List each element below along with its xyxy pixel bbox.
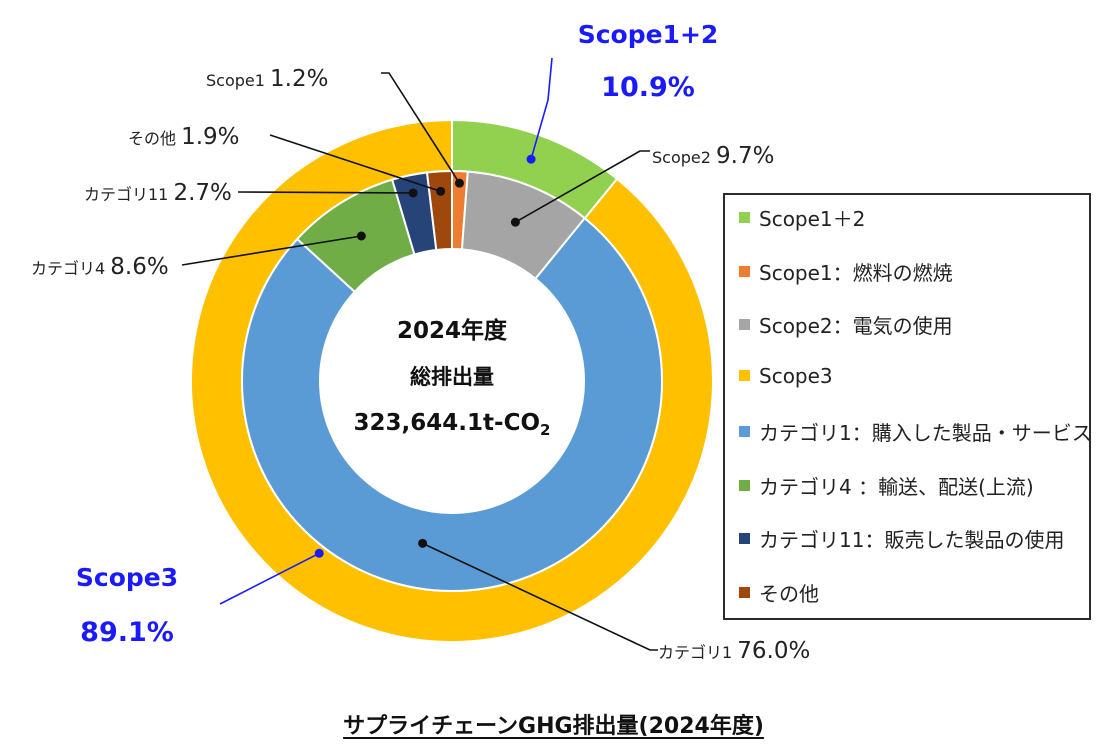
callout-scope2-name: Scope2 — [652, 148, 711, 167]
other-leader-dot — [436, 186, 446, 196]
leader-lines — [181, 57, 658, 651]
legend: Scope1＋2 Scope1：燃料の燃焼 Scope2：電気の使用 Scope3 カテ… — [723, 193, 1092, 620]
scope12-leader-dot — [526, 154, 536, 164]
legend-label: カテゴリ4 ：輸送、配送(上流) — [759, 474, 1034, 499]
legend-swatch — [739, 586, 750, 598]
callout-scope3-name: Scope3 — [76, 563, 178, 592]
scope3-leader-line — [219, 552, 320, 605]
callout-cat11-pct: 2.7% — [173, 180, 231, 206]
legend-item-7: カテゴリ11：販売した製品の使用 — [739, 524, 1064, 553]
scope1-leader-dot — [454, 178, 464, 188]
callout-cat4-pct: 8.6% — [110, 254, 168, 280]
legend-label: Scope1：燃料の燃焼 — [759, 260, 953, 285]
donut-hole — [320, 249, 584, 513]
legend-item-5: カテゴリ1：購入した製品・サービス — [739, 417, 1092, 446]
legend-swatch — [739, 426, 750, 437]
cat4-leader-dot — [356, 231, 366, 241]
callout-other: その他 1.9% — [128, 124, 240, 150]
legend-label: Scope1＋2 — [759, 207, 866, 231]
cat1-leader-line — [422, 542, 658, 651]
scope12-leader-line — [530, 57, 553, 160]
callout-other-name: その他 — [128, 129, 176, 148]
cat11-leader-line — [237, 191, 414, 194]
callout-scope2: Scope2 9.7% — [652, 143, 774, 169]
callout-cat1-name: カテゴリ1 — [658, 643, 732, 662]
center-total-value: 323,644.1t-CO — [354, 410, 540, 436]
legend-label: カテゴリ1：購入した製品・サービス — [759, 421, 1092, 445]
callout-scope1-pct: 1.2% — [270, 66, 328, 92]
callout-scope1-name: Scope1 — [206, 71, 265, 90]
callout-scope1: Scope1 1.2% — [206, 66, 328, 92]
center-year: 2024年度 — [397, 317, 508, 344]
legend-swatch — [739, 479, 750, 491]
callout-scope12-pct: 10.9% — [601, 72, 695, 103]
legend-swatch — [739, 212, 750, 223]
callout-cat11-name: カテゴリ11 — [84, 185, 168, 204]
callout-cat11: カテゴリ11 2.7% — [84, 180, 232, 206]
callout-cat4-name: カテゴリ4 — [31, 259, 105, 278]
other-leader-line — [269, 134, 441, 193]
legend-label: Scope3 — [759, 363, 833, 388]
legend-item-8: その他 — [739, 578, 819, 607]
legend-swatch — [739, 265, 750, 277]
callout-cat1: カテゴリ1 76.0% — [658, 638, 810, 664]
center-total: 323,644.1t-CO2 — [354, 410, 551, 439]
callout-cat4: カテゴリ4 8.6% — [31, 254, 169, 280]
chart-title-text: サプライチェーンGHG排出量(2024年度) — [343, 714, 764, 739]
legend-label: カテゴリ11：販売した製品の使用 — [759, 528, 1065, 552]
center-caption: 総排出量 — [410, 365, 494, 389]
chart-title: サプライチェーンGHG排出量(2024年度) — [0, 708, 1107, 740]
callout-other-pct: 1.9% — [181, 124, 239, 150]
legend-item-1: Scope1＋2 — [739, 203, 865, 232]
legend-item-4: Scope3 — [739, 364, 833, 388]
cat11-leader-dot — [408, 188, 418, 198]
scope2-leader-line — [514, 150, 650, 223]
center-total-subscript: 2 — [540, 421, 550, 439]
legend-item-6: カテゴリ4 ：輸送、配送(上流) — [739, 471, 1034, 500]
legend-swatch — [739, 370, 750, 381]
legend-label: Scope2：電気の使用 — [759, 314, 953, 338]
cat1-leader-dot — [418, 538, 428, 548]
legend-label: その他 — [759, 581, 819, 606]
cat4-leader-line — [181, 235, 362, 266]
callout-cat1-pct: 76.0% — [737, 638, 810, 664]
callout-scope12-name: Scope1+2 — [578, 20, 719, 49]
legend-item-3: Scope2：電気の使用 — [739, 310, 953, 339]
callout-scope2-pct: 9.7% — [716, 143, 774, 169]
callout-scope3-pct: 89.1% — [80, 617, 174, 648]
legend-item-2: Scope1：燃料の燃焼 — [739, 257, 953, 286]
scope2-leader-dot — [510, 217, 520, 227]
legend-swatch — [739, 533, 750, 544]
legend-swatch — [739, 319, 750, 330]
scope1-leader-line — [381, 72, 461, 184]
scope3-leader-dot — [314, 548, 324, 558]
